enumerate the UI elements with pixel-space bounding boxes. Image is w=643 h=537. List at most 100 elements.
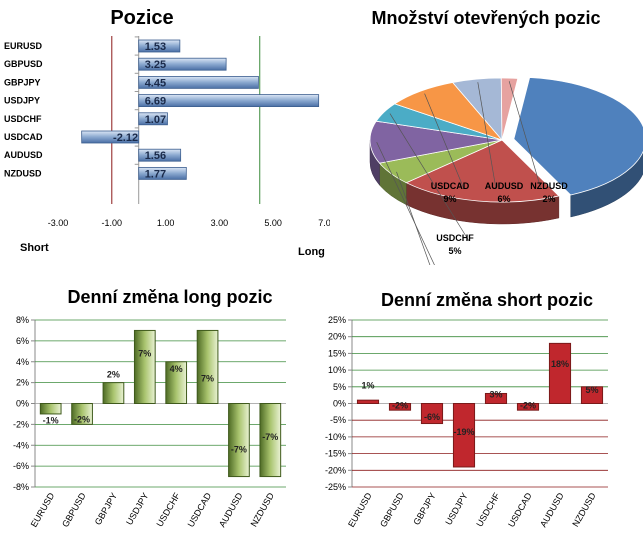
long-change-value-label: -2% (74, 414, 90, 424)
short-change-chart-svg: Denní změna short pozic 25% 20% 15% 10% 5% 0%… (325, 290, 608, 529)
open-positions-pie-svg: Množství otevřených pozic EURUSD41%GBPUS… (369, 8, 643, 364)
long-change-chart: Denní změna long pozic 8% 6% 4% 2% 0% -2% -4% -… (0, 275, 322, 532)
short-change-category-label: AUDUSD (538, 491, 566, 529)
short-change-value-label: 5% (585, 385, 598, 395)
long-change-value-label: 4% (170, 364, 183, 374)
short-change-y-tick-label: -10% (325, 432, 346, 442)
short-change-bar (420, 403, 444, 425)
long-change-category-label: GBPJPY (93, 491, 119, 527)
positions-value-label: 1.77 (145, 168, 166, 180)
short-change-y-tick-label: -5% (330, 415, 346, 425)
positions-chart-svg: Pozice Short Long EURUSD 1.53 GBPUSD 3.25 GB… (4, 7, 336, 258)
positions-bar (138, 76, 259, 89)
long-change-value-label: -1% (43, 415, 59, 425)
positions-value-label: 6.69 (145, 96, 166, 108)
pie-slice-percent: 5% (448, 246, 461, 256)
positions-category-label: AUDUSD (4, 150, 43, 160)
long-change-value-label: 7% (201, 374, 214, 384)
short-change-bar (388, 403, 412, 411)
short-change-bar (484, 392, 508, 405)
short-change-value-label: 18% (551, 359, 569, 369)
long-change-bar (102, 382, 125, 404)
positions-x-tick-label: 7.00 (318, 218, 330, 228)
short-change-bar (580, 386, 604, 405)
long-change-bar (228, 403, 250, 478)
short-change-bar (548, 342, 572, 404)
long-change-bar (39, 403, 62, 415)
short-change-y-tick-label: 15% (328, 348, 346, 358)
short-change-y-tick-label: -15% (325, 449, 346, 459)
positions-bar (138, 148, 182, 162)
short-change-category-label: USDJPY (443, 491, 469, 527)
long-label: Long (298, 246, 325, 258)
short-change-title: Denní změna short pozic (381, 290, 593, 310)
short-label: Short (20, 242, 49, 254)
positions-chart: Pozice Short Long EURUSD 1.53 GBPUSD 3.25 GB… (0, 0, 336, 265)
positions-category-label: USDJPY (4, 96, 40, 106)
positions-bar (81, 130, 140, 144)
pie-slice-percent: 2% (542, 194, 555, 204)
short-change-chart: Denní změna short pozic 25% 20% 15% 10% 5% 0%… (322, 275, 643, 532)
short-change-y-tick-label: -25% (325, 482, 346, 492)
positions-x-tick-label: -3.00 (48, 218, 69, 228)
pie-leader-line (389, 113, 470, 242)
pie-leader-line (424, 93, 465, 190)
short-change-bar (516, 403, 540, 411)
positions-bar (138, 112, 168, 126)
pie-slice-percent: 6% (497, 194, 510, 204)
short-change-category-label: GBPJPY (411, 491, 437, 527)
long-change-category-label: USDCAD (186, 491, 214, 529)
long-change-y-tick-label: 6% (16, 336, 29, 346)
short-change-y-tick-label: -20% (325, 465, 346, 475)
pie-slice-percent: 9% (443, 194, 456, 204)
positions-category-label: GBPJPY (4, 77, 41, 87)
positions-value-label: 3.25 (145, 59, 166, 71)
positions-value-label: 1.53 (145, 41, 166, 53)
short-change-value-label: -2% (520, 401, 536, 411)
pie-slice-name: NZDUSD (530, 181, 568, 191)
pie-title: Množství otevřených pozic (371, 8, 600, 28)
long-change-category-label: AUDUSD (217, 491, 245, 529)
short-change-bar (356, 399, 380, 405)
long-change-chart-svg: Denní změna long pozic 8% 6% 4% 2% 0% -2% -4% -… (13, 287, 286, 529)
short-change-y-tick-label: 5% (333, 382, 346, 392)
short-change-y-tick-label: 20% (328, 332, 346, 342)
long-change-category-label: USDCHF (155, 491, 183, 529)
short-change-category-label: USDCHF (474, 491, 502, 529)
long-change-y-tick-label: -2% (13, 419, 29, 429)
positions-bar (138, 39, 181, 53)
pie-slice-name: USDCHF (436, 233, 474, 243)
positions-bar (138, 94, 320, 107)
long-change-bar (133, 329, 156, 404)
positions-title: Pozice (110, 7, 173, 29)
long-change-value-label: -7% (262, 432, 278, 442)
pie-slice (369, 120, 503, 164)
positions-x-tick-label: 3.00 (211, 218, 229, 228)
long-change-y-tick-label: 4% (16, 357, 29, 367)
open-positions-pie-chart: Množství otevřených pozic EURUSD41%GBPUS… (330, 0, 643, 364)
positions-category-label: USDCHF (4, 114, 42, 124)
positions-x-tick-label: 5.00 (264, 218, 282, 228)
long-change-title: Denní změna long pozic (67, 287, 272, 307)
short-change-y-tick-label: 10% (328, 365, 346, 375)
pie-leader-line (477, 82, 497, 190)
short-change-value-label: 1% (361, 380, 374, 390)
long-change-bar (196, 329, 219, 404)
long-change-category-label: USDJPY (124, 491, 150, 527)
long-change-bar (165, 361, 188, 404)
short-change-category-label: NZDUSD (570, 491, 598, 529)
positions-value-label: 1.56 (145, 150, 166, 162)
pie-slice-name: AUDUSD (485, 181, 524, 191)
pie-slice (500, 77, 519, 141)
long-change-y-tick-label: 0% (16, 399, 29, 409)
long-change-category-label: EURUSD (29, 491, 57, 529)
pie-slice (513, 77, 643, 196)
long-change-value-label: -7% (231, 445, 247, 455)
short-change-y-tick-label: 25% (328, 315, 346, 325)
long-change-value-label: 7% (138, 349, 151, 359)
long-change-y-tick-label: 2% (16, 378, 29, 388)
short-change-category-label: USDCAD (506, 491, 534, 529)
short-change-y-tick-label: 0% (333, 399, 346, 409)
positions-category-label: NZDUSD (4, 168, 42, 178)
long-change-value-label: 2% (107, 369, 120, 379)
